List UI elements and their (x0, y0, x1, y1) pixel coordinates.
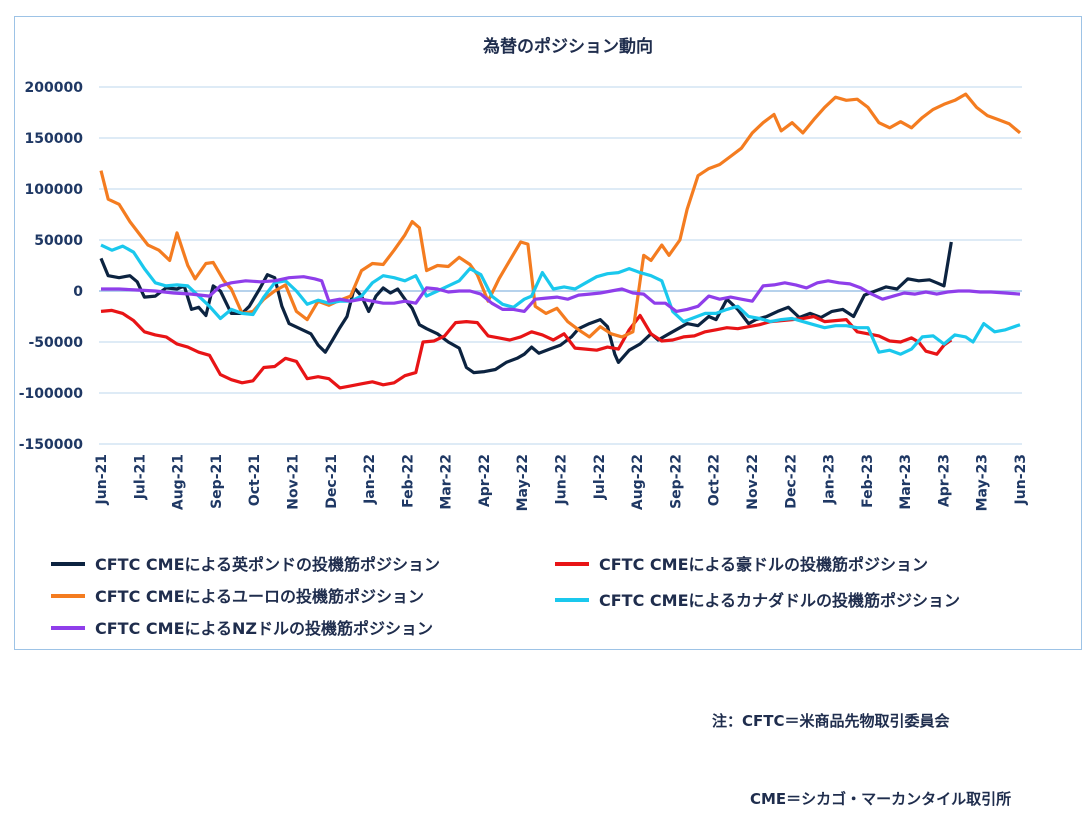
x-tick-label: Dec-21 (324, 454, 340, 509)
series-line-5 (101, 275, 1021, 313)
x-tick-label: Oct-22 (707, 454, 723, 506)
x-tick-label: Oct-21 (247, 454, 263, 506)
x-tick-label: Apr-23 (936, 454, 952, 507)
x-tick-label: Sep-22 (668, 454, 684, 509)
x-tick-label: Dec-22 (783, 454, 799, 509)
legend-label: CFTC CMEによるユーロの投機筋ポジション (95, 587, 424, 606)
x-tick-label: Jun-23 (1013, 454, 1029, 505)
x-tick-label: Jul-22 (592, 454, 608, 500)
x-tick-label: Feb-23 (860, 454, 876, 508)
x-tick-label: Mar-23 (898, 454, 914, 510)
x-tick-label: Jul-21 (132, 454, 148, 500)
line-chart: 為替のポジション動向 200000 150000 100000 50000 0 -5000… (19, 36, 1029, 638)
y-tick-label: 0 (73, 284, 83, 300)
y-axis-ticks: 200000 150000 100000 50000 0 -50000 -100000 -15… (19, 80, 84, 453)
x-tick-label: Jun-21 (94, 454, 110, 505)
series-lines (99, 92, 1022, 390)
y-tick-label: -150000 (19, 437, 84, 453)
y-tick-label: -100000 (19, 386, 84, 402)
legend-label: CFTC CMEによる英ポンドの投機筋ポジション (95, 555, 440, 574)
x-tick-label: Feb-22 (400, 454, 416, 508)
footnote: 注：CFTC＝米商品先物取引委員会 CME＝シカゴ・マーカンタイル取引所 (712, 656, 1011, 838)
y-tick-label: 50000 (34, 233, 83, 249)
gridlines (99, 86, 1022, 445)
x-tick-label: Jan-22 (362, 454, 378, 505)
x-tick-label: May-23 (975, 454, 991, 511)
x-tick-label: May-22 (515, 454, 531, 511)
legend-label: CFTC CMEによるカナダドルの投機筋ポジション (599, 591, 960, 610)
y-tick-label: 100000 (25, 182, 84, 198)
y-tick-label: 200000 (25, 80, 84, 96)
chart-frame: 為替のポジション動向 200000 150000 100000 50000 0 -5000… (14, 16, 1082, 650)
x-tick-label: Nov-22 (745, 454, 761, 510)
legend-label: CFTC CMEによるNZドルの投機筋ポジション (95, 619, 433, 638)
footnote-line-1: 注：CFTC＝米商品先物取引委員会 (712, 712, 950, 730)
series-line-2 (100, 308, 953, 390)
y-tick-label: 150000 (25, 131, 84, 147)
x-tick-label: Mar-22 (439, 454, 455, 510)
x-tick-label: Jun-22 (554, 454, 570, 505)
x-tick-label: Aug-21 (171, 454, 187, 510)
x-axis-ticks: Jun-21 Jul-21 Aug-21 Sep-21 Oct-21 Nov-21 Dec-… (94, 454, 1029, 511)
x-tick-label: Aug-22 (630, 454, 646, 510)
x-tick-label: Sep-21 (209, 454, 225, 509)
legend: CFTC CMEによる英ポンドの投機筋ポジション CFTC CMEによる豪ドルの投… (51, 555, 960, 638)
y-tick-label: -50000 (28, 335, 83, 351)
legend-label: CFTC CMEによる豪ドルの投機筋ポジション (599, 555, 928, 574)
series-line-4 (100, 243, 1021, 356)
chart-title: 為替のポジション動向 (483, 36, 653, 57)
x-tick-label: Nov-21 (285, 454, 301, 510)
x-tick-label: Jan-23 (822, 454, 838, 505)
footnote-line-2: CME＝シカゴ・マーカンタイル取引所 (750, 790, 1012, 808)
x-tick-label: Apr-22 (477, 454, 493, 507)
